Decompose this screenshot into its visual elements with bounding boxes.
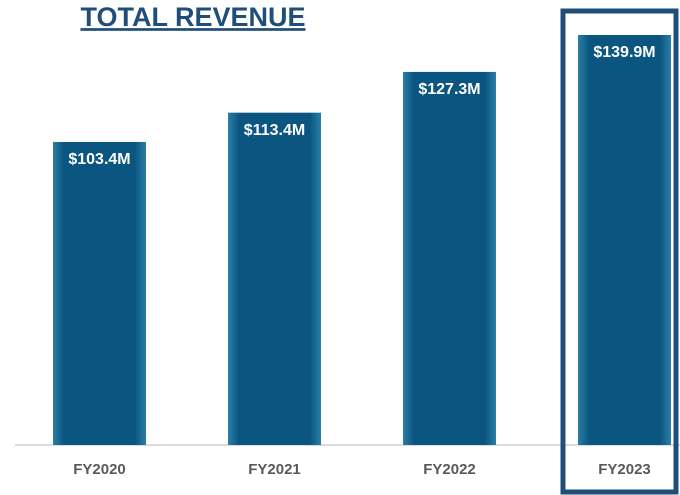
x-tick-label: FY2021 [248, 461, 301, 478]
value-label: $127.3M [418, 81, 480, 98]
value-label: $113.4M [244, 122, 305, 139]
bar [228, 112, 321, 446]
value-label: $139.9M [593, 44, 655, 61]
x-tick-label: FY2020 [73, 461, 126, 478]
bar [578, 35, 671, 445]
bar [403, 71, 496, 445]
bar [53, 141, 146, 445]
x-tick-label: FY2022 [423, 461, 476, 478]
highlight-box [560, 8, 679, 495]
value-label: $103.4M [68, 151, 130, 168]
x-tick-label: FY2023 [598, 461, 651, 478]
chart-title: TOTAL REVENUE [80, 2, 305, 32]
